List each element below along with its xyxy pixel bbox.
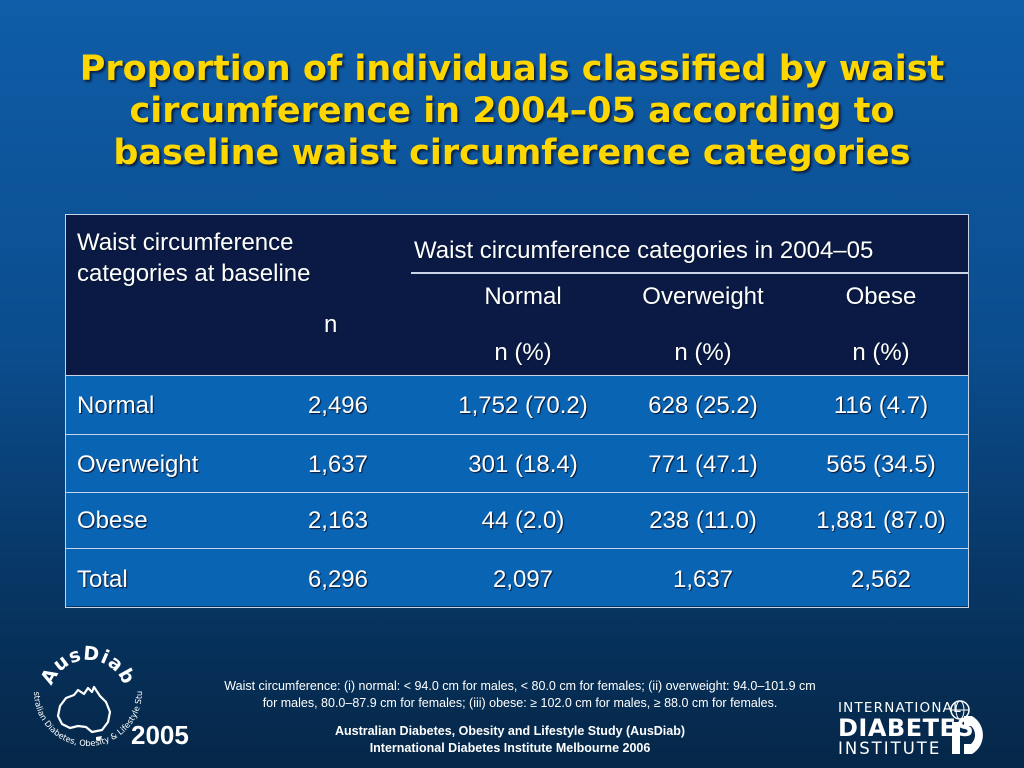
footnote-line-2: for males, 80.0–87.9 cm for females; (ii… bbox=[262, 696, 778, 710]
title-line-2: circumference in 2004–05 according to bbox=[129, 91, 895, 131]
row-category: Obese bbox=[77, 507, 148, 534]
row-overweight-value: 771 (47.1) bbox=[648, 451, 758, 478]
row-n: 6,296 bbox=[307, 566, 368, 593]
row-overweight-value: 628 (25.2) bbox=[648, 392, 758, 419]
table-header: Waist circumference categories at baseli… bbox=[66, 215, 968, 376]
row-obese-value: 2,562 bbox=[850, 566, 912, 593]
study-credit: Australian Diabetes, Obesity and Lifesty… bbox=[270, 723, 750, 757]
tasmania-icon bbox=[96, 736, 102, 741]
idi-d-stem bbox=[952, 722, 960, 754]
ausdiab-year: 2005 bbox=[131, 720, 189, 750]
col-unit-overweight: n (%) bbox=[674, 339, 732, 366]
footnote-line-1: Waist circumference: (i) normal: < 94.0 … bbox=[224, 679, 816, 693]
n-header: n bbox=[324, 311, 338, 338]
idi-logo-text: INTERNATIONAL DIABETES INSTITUTE bbox=[838, 700, 974, 758]
baseline-header: Waist circumference categories at baseli… bbox=[77, 227, 310, 289]
row-normal-value: 2,097 bbox=[492, 566, 554, 593]
idi-logo-icon bbox=[950, 700, 983, 754]
baseline-header-line-2: categories at baseline bbox=[77, 260, 311, 287]
slide-title: Proportion of individuals classified by … bbox=[30, 48, 994, 174]
credit-line-2: International Diabetes Institute Melbour… bbox=[369, 741, 651, 755]
row-normal-value: 44 (2.0) bbox=[481, 507, 565, 534]
row-normal-value: 1,752 (70.2) bbox=[458, 392, 588, 419]
col-unit-normal: n (%) bbox=[494, 339, 552, 366]
idi-logo-line-3: INSTITUTE bbox=[838, 739, 942, 758]
col-header-normal: Normal bbox=[484, 283, 562, 310]
table-row: Normal 2,496 1,752 (70.2) 628 (25.2) 116… bbox=[66, 376, 968, 435]
ausdiab-logo: AusDiab Australian Diabetes, Obesity & L… bbox=[22, 640, 144, 748]
idi-logo-line-1: INTERNATIONAL bbox=[838, 700, 962, 716]
col-header-obese: Obese bbox=[845, 283, 917, 310]
row-n: 2,163 bbox=[307, 507, 368, 534]
row-obese-value: 565 (34.5) bbox=[826, 451, 936, 478]
credit-line-1: Australian Diabetes, Obesity and Lifesty… bbox=[334, 724, 686, 738]
idi-d-bowl bbox=[964, 716, 983, 754]
baseline-header-line-1: Waist circumference bbox=[77, 229, 294, 256]
idi-logo-line-2: DIABETES bbox=[838, 714, 975, 742]
header-divider bbox=[411, 272, 968, 274]
australia-map-icon bbox=[56, 685, 112, 734]
row-n: 2,496 bbox=[307, 392, 368, 419]
table-row: Overweight 1,637 301 (18.4) 771 (47.1) 5… bbox=[66, 435, 968, 493]
row-obese-value: 116 (4.7) bbox=[833, 392, 929, 419]
table-row: Total 6,296 2,097 1,637 2,562 bbox=[66, 549, 968, 606]
title-line-3: baseline waist circumference categories bbox=[113, 133, 911, 173]
ausdiab-logo-name: AusDiab bbox=[36, 642, 139, 688]
row-overweight-value: 1,637 bbox=[672, 566, 734, 593]
row-normal-value: 301 (18.4) bbox=[468, 451, 578, 478]
row-category: Normal bbox=[77, 392, 155, 419]
results-table: Waist circumference categories at baseli… bbox=[65, 214, 969, 608]
title-line-1: Proportion of individuals classified by … bbox=[79, 49, 945, 89]
group-header: Waist circumference categories in 2004–0… bbox=[414, 237, 874, 264]
table-row: Obese 2,163 44 (2.0) 238 (11.0) 1,881 (8… bbox=[66, 493, 968, 549]
row-n: 1,637 bbox=[307, 451, 368, 478]
row-overweight-value: 238 (11.0) bbox=[649, 507, 757, 534]
row-category: Total bbox=[77, 566, 128, 593]
col-unit-obese: n (%) bbox=[852, 339, 910, 366]
row-category: Overweight bbox=[77, 451, 199, 478]
row-obese-value: 1,881 (87.0) bbox=[816, 507, 946, 534]
footnote: Waist circumference: (i) normal: < 94.0 … bbox=[150, 678, 890, 712]
col-header-overweight: Overweight bbox=[642, 283, 764, 310]
